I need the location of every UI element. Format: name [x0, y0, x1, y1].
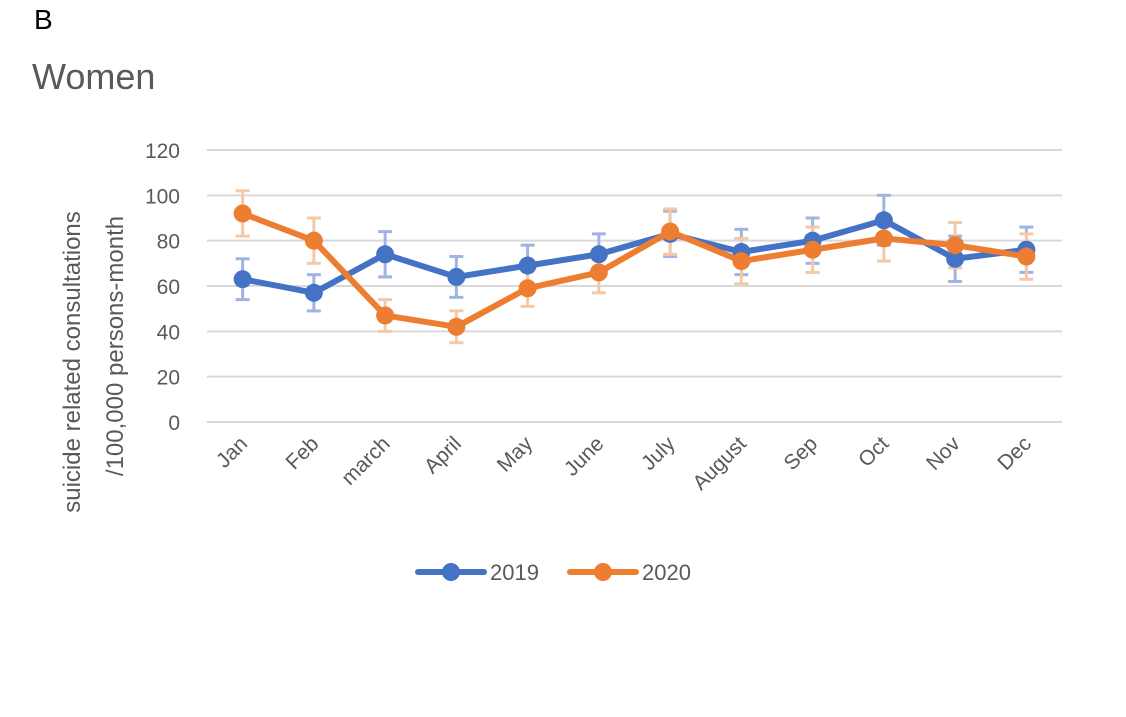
data-point-2020 [1017, 247, 1036, 266]
x-tick-label: May [493, 432, 538, 477]
panel-letter: B [34, 4, 53, 35]
data-point-2020 [447, 317, 466, 336]
data-point-2019 [376, 245, 395, 264]
data-point-2019 [874, 211, 893, 230]
legend-item-2019: 2019 [415, 560, 539, 585]
y-tick-label: 80 [157, 231, 180, 254]
chart-title: Women [32, 56, 156, 97]
data-point-2020 [732, 252, 751, 271]
legend-swatch-marker [594, 563, 612, 581]
legend-label: 2019 [490, 560, 539, 585]
data-point-2020 [518, 279, 537, 298]
data-point-2019 [946, 249, 965, 268]
x-tick-label: August [688, 432, 751, 495]
data-point-2020 [874, 229, 893, 248]
y-axis-label-line-1: suicide related consultations [59, 211, 86, 513]
legend: 2019 2020 [415, 560, 691, 585]
data-point-2020 [589, 263, 608, 282]
x-tick-label: Nov [922, 432, 965, 475]
series-line-2020 [239, 210, 1030, 330]
y-axis-label: suicide related consultations /100,000 p… [59, 211, 129, 513]
x-tick-label: Dec [993, 432, 1036, 475]
y-axis-label-line-2: /100,000 persons-month [102, 216, 129, 476]
data-point-2020 [946, 236, 965, 255]
series-line-2019 [239, 217, 1030, 296]
x-tick-label: April [420, 432, 466, 478]
gridlines [207, 149, 1062, 423]
data-point-2019 [233, 270, 252, 289]
data-point-2019 [518, 256, 537, 275]
x-tick-label: Jan [212, 432, 252, 472]
x-tick-label: June [560, 432, 608, 480]
x-tick-label: march [337, 432, 395, 490]
data-point-2020 [304, 231, 323, 250]
x-tick-label: July [637, 432, 680, 475]
y-tick-label: 40 [157, 321, 180, 344]
data-point-2019 [589, 245, 608, 264]
y-tick-labels: 0 20 40 60 80 100 120 [145, 140, 180, 435]
legend-label: 2020 [642, 560, 691, 585]
data-point-2019 [304, 283, 323, 302]
y-tick-label: 100 [145, 185, 180, 208]
y-tick-label: 20 [157, 367, 180, 390]
data-point-2020 [233, 204, 252, 223]
series-lines [233, 204, 1036, 336]
data-point-2020 [803, 240, 822, 259]
y-tick-label: 120 [145, 140, 180, 163]
x-tick-label: Sep [779, 432, 822, 475]
x-tick-label: Oct [854, 432, 893, 471]
legend-item-2020: 2020 [567, 560, 691, 585]
legend-swatch-marker [442, 563, 460, 581]
data-point-2020 [376, 306, 395, 325]
error-bars [235, 189, 1034, 345]
data-point-2020 [661, 222, 680, 241]
y-tick-label: 0 [168, 412, 180, 435]
data-point-2019 [447, 267, 466, 286]
x-tick-label: Feb [282, 432, 324, 474]
x-tick-labels: Jan Feb march April May June July August Sep Oct N… [212, 432, 1036, 495]
y-tick-label: 60 [157, 276, 180, 299]
